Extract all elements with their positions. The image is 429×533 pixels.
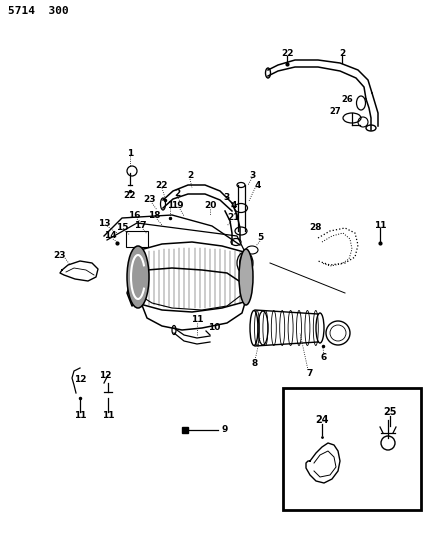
Ellipse shape	[127, 246, 149, 308]
Text: 5714  300: 5714 300	[8, 6, 69, 16]
Text: 16: 16	[128, 212, 140, 221]
Text: 10: 10	[208, 324, 220, 333]
Text: 13: 13	[98, 219, 110, 228]
Text: 15: 15	[116, 223, 128, 232]
Text: 5: 5	[257, 233, 263, 243]
Text: 27: 27	[329, 108, 341, 117]
Text: 22: 22	[281, 49, 293, 58]
Text: 9: 9	[222, 425, 228, 434]
Text: 11: 11	[191, 316, 203, 325]
Text: 1: 1	[167, 200, 173, 209]
Text: 26: 26	[341, 95, 353, 104]
Text: 22: 22	[156, 181, 168, 190]
Text: 23: 23	[144, 196, 156, 205]
Text: 2: 2	[174, 189, 180, 198]
Text: 12: 12	[99, 370, 111, 379]
Text: 8: 8	[252, 359, 258, 367]
Text: 2: 2	[187, 172, 193, 181]
Text: 21: 21	[228, 214, 240, 222]
Text: 4: 4	[231, 200, 237, 209]
Text: 11: 11	[74, 410, 86, 419]
Text: 28: 28	[309, 223, 321, 232]
Text: 7: 7	[307, 368, 313, 377]
Text: 12: 12	[74, 376, 86, 384]
Text: 3: 3	[249, 171, 255, 180]
Text: 14: 14	[104, 231, 116, 240]
Text: 18: 18	[148, 212, 160, 221]
Text: 11: 11	[102, 410, 114, 419]
Bar	[283, 388, 421, 510]
Text: 22: 22	[124, 191, 136, 200]
Text: 2: 2	[339, 49, 345, 58]
Text: 24: 24	[315, 415, 329, 425]
Text: 11: 11	[374, 221, 386, 230]
Text: 23: 23	[54, 251, 66, 260]
Text: 25: 25	[383, 407, 397, 417]
Text: 3: 3	[224, 193, 230, 203]
Ellipse shape	[239, 249, 253, 305]
Text: 20: 20	[204, 201, 216, 211]
Text: 17: 17	[134, 222, 146, 230]
Text: 4: 4	[255, 182, 261, 190]
Text: 6: 6	[321, 353, 327, 362]
Text: 1: 1	[127, 149, 133, 157]
Text: 19: 19	[171, 201, 183, 211]
